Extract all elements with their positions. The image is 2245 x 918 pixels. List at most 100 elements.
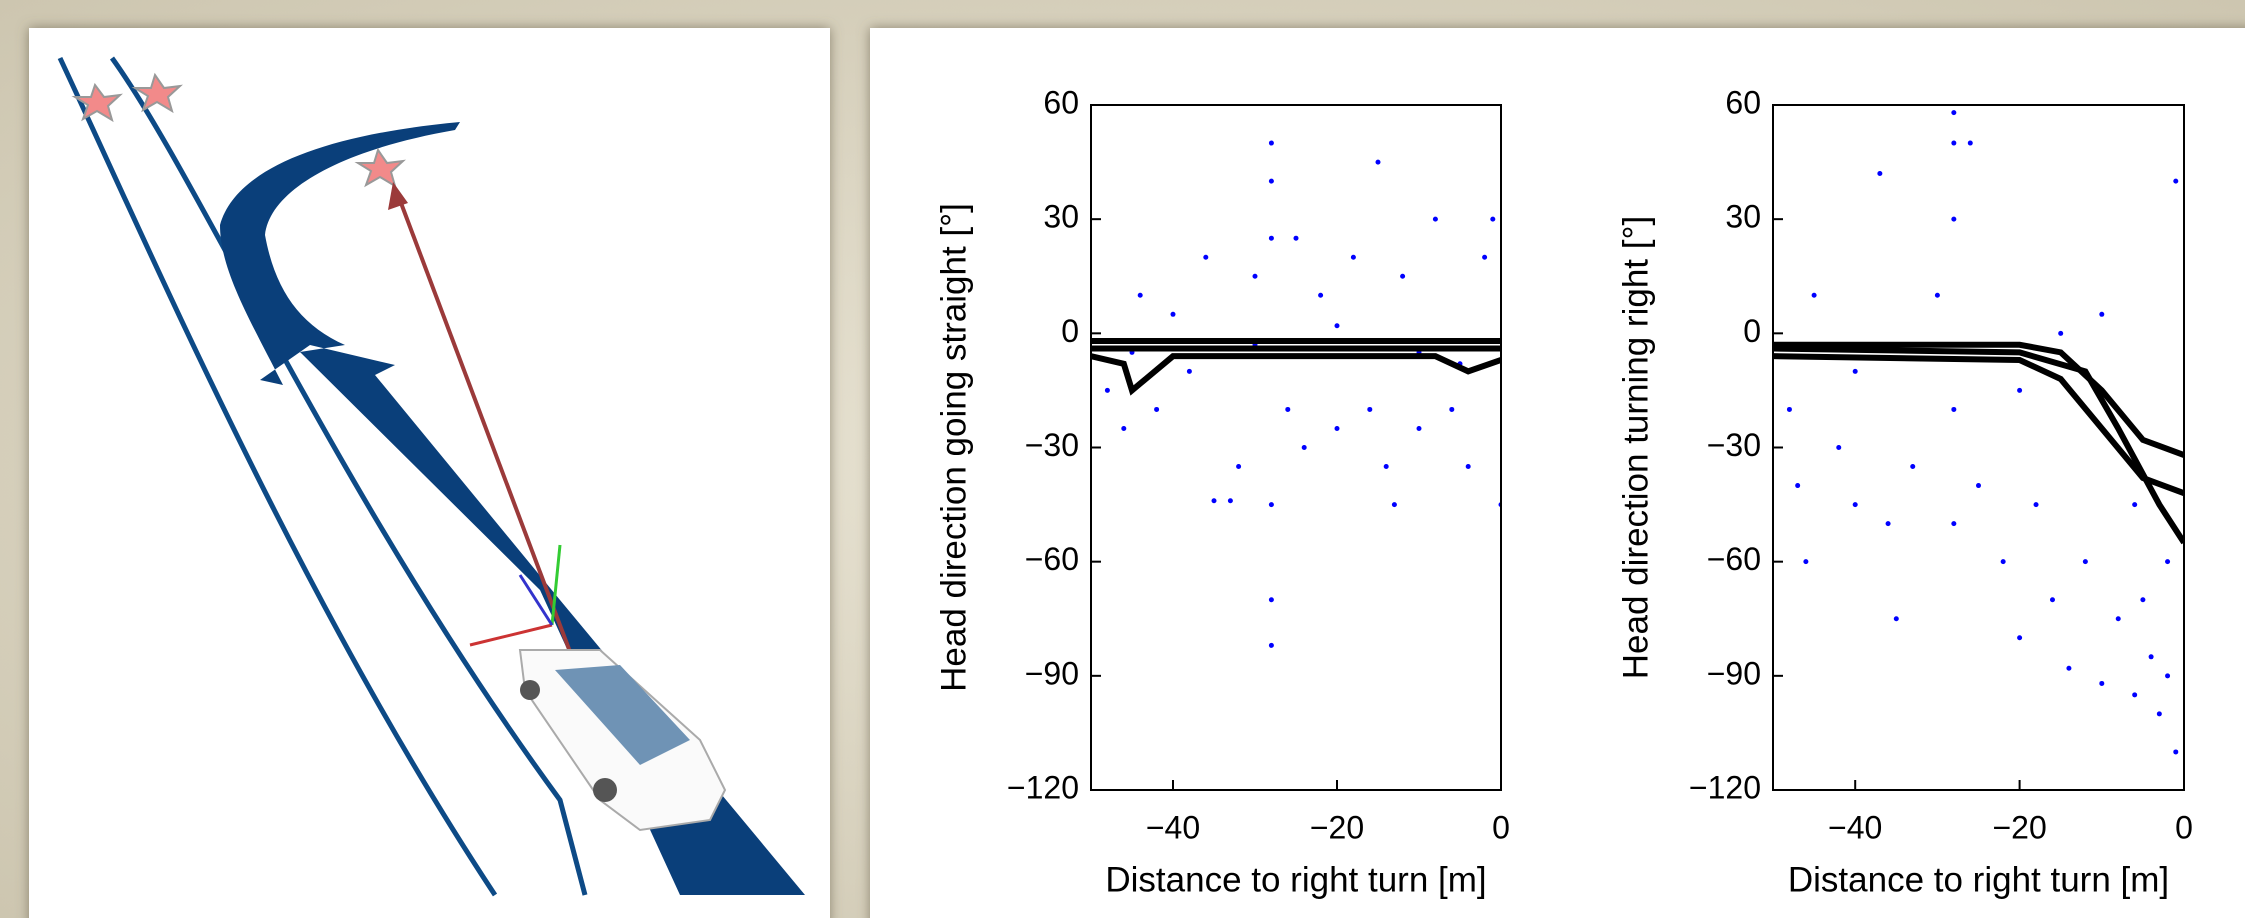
- y-tick-label: 0: [1061, 313, 1079, 349]
- point: [1154, 406, 1160, 412]
- point: [2156, 711, 2162, 717]
- point: [1934, 292, 1940, 298]
- gaze-arrow: [396, 194, 577, 666]
- point: [1121, 425, 1127, 431]
- point: [1951, 110, 1957, 116]
- point: [2173, 749, 2179, 755]
- lane-line: [57, 56, 498, 897]
- point: [1367, 406, 1373, 412]
- point: [1203, 254, 1209, 260]
- x-axis-label: Distance to right turn [m]: [1788, 860, 2169, 899]
- point: [1432, 216, 1438, 222]
- point: [1137, 292, 1143, 298]
- point: [2049, 597, 2055, 603]
- y-tick-label: −120: [1689, 769, 1761, 805]
- plot-area: [1091, 140, 1501, 648]
- point: [2017, 635, 2023, 641]
- star: [131, 72, 183, 114]
- point: [1227, 498, 1233, 504]
- point: [1268, 140, 1274, 146]
- point: [1449, 406, 1455, 412]
- y-tick-label: −120: [1007, 769, 1079, 805]
- point: [2099, 680, 2105, 686]
- point: [1334, 323, 1340, 329]
- point: [2058, 330, 2064, 336]
- point: [1186, 368, 1192, 374]
- point: [1951, 521, 1957, 527]
- point: [1416, 425, 1422, 431]
- point: [1490, 216, 1496, 222]
- x-tick-label: −40: [1828, 809, 1882, 845]
- y-tick-label: −30: [1707, 427, 1761, 463]
- point: [1170, 311, 1176, 317]
- point: [2033, 502, 2039, 508]
- point: [1268, 642, 1274, 648]
- y-tick-label: −60: [1707, 541, 1761, 577]
- mean-line: [1773, 345, 2184, 545]
- x-tick-label: −20: [1310, 809, 1364, 845]
- point: [1211, 498, 1217, 504]
- y-tick-label: 60: [1043, 84, 1079, 120]
- scene-illustration: [57, 56, 805, 897]
- point: [2132, 502, 2138, 508]
- plot-area: [1773, 110, 2184, 755]
- axis-red: [469, 623, 553, 647]
- y-tick-label: −90: [1025, 655, 1079, 691]
- point: [1375, 159, 1381, 165]
- point: [1268, 178, 1274, 184]
- point: [1268, 502, 1274, 508]
- point: [1268, 597, 1274, 603]
- point: [1268, 235, 1274, 241]
- point: [1910, 464, 1916, 470]
- point: [1383, 464, 1389, 470]
- point: [1976, 483, 1981, 489]
- y-tick-label: 60: [1725, 84, 1761, 120]
- point: [1852, 368, 1858, 374]
- y-axis-label: Head direction going straight [°]: [934, 203, 973, 692]
- x-tick-label: −20: [1992, 809, 2046, 845]
- point: [1951, 216, 1957, 222]
- road-arrow: [220, 122, 805, 895]
- scatter-chart: −40 −20 0 −120 −90 −60 −30 0 30 60 Distance to rig…: [1616, 84, 2193, 899]
- mean-line: [1091, 353, 1501, 396]
- y-tick-label: −60: [1025, 541, 1079, 577]
- point: [1400, 273, 1406, 279]
- point: [1893, 616, 1899, 622]
- point: [1293, 235, 1299, 241]
- y-tick-label: −90: [1707, 655, 1761, 691]
- point: [1350, 254, 1356, 260]
- point: [1877, 171, 1883, 176]
- point: [1318, 292, 1324, 298]
- star: [71, 82, 123, 123]
- point: [2140, 597, 2146, 603]
- y-tick-label: 30: [1043, 199, 1079, 235]
- x-tick-label: 0: [1492, 809, 1510, 845]
- point: [1951, 406, 1957, 412]
- point: [1285, 406, 1291, 412]
- x-tick-label: −40: [1146, 809, 1200, 845]
- point: [2000, 559, 2006, 565]
- point: [1852, 502, 1858, 508]
- point: [1104, 387, 1110, 393]
- mean-line: [1773, 353, 2184, 496]
- point: [1252, 273, 1258, 279]
- point: [1465, 464, 1471, 470]
- point: [1803, 559, 1809, 565]
- point: [2148, 654, 2154, 660]
- point: [1951, 140, 1957, 146]
- point: [1391, 502, 1397, 508]
- y-tick-label: −30: [1025, 427, 1079, 463]
- axis-blue: [518, 574, 554, 626]
- point: [1786, 406, 1792, 412]
- point: [1482, 254, 1488, 260]
- scatter-chart: −40 −20 0 −120 −90 −60 −30 0 30 60 Distance to rig…: [934, 84, 1510, 899]
- point: [2173, 178, 2179, 184]
- x-tick-label: 0: [2175, 809, 2193, 845]
- point: [2132, 692, 2138, 698]
- point: [1301, 445, 1307, 450]
- x-axis-label: Distance to right turn [m]: [1105, 860, 1486, 899]
- y-tick-label: 30: [1725, 199, 1761, 235]
- axis-green: [550, 544, 562, 626]
